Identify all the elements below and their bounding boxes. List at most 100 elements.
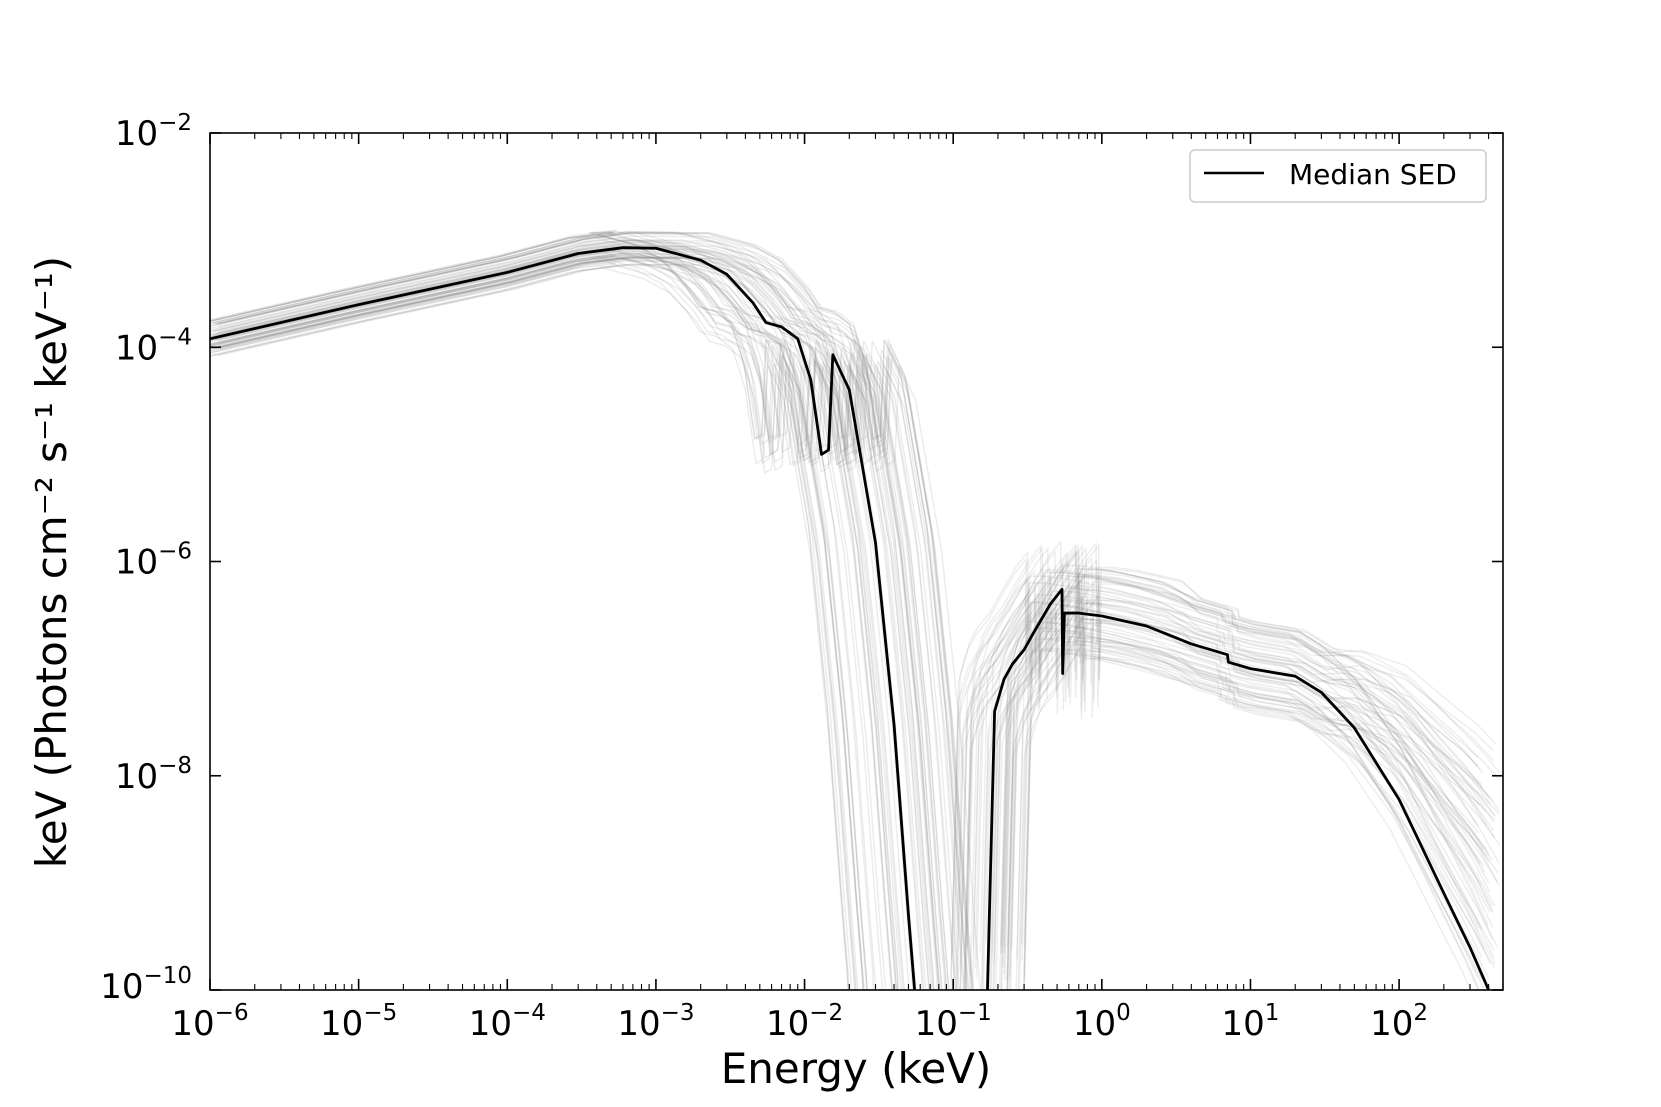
sample-sed-high-12 (1006, 544, 1496, 948)
sample-sed-low-32 (218, 248, 970, 990)
sample-sed-high-56 (1016, 556, 1499, 959)
sample-sed-high-29 (1007, 597, 1496, 990)
sample-sed-low-43 (210, 262, 868, 990)
sample-sed-high-41 (992, 601, 1491, 990)
sample-sed-low-61 (210, 231, 852, 990)
sample-sed-low-55 (213, 256, 940, 990)
sample-sed-high-9 (1023, 574, 1501, 978)
sample-sed-high-58 (972, 546, 1485, 950)
sample-sed-high-4 (1015, 597, 1498, 990)
y-tick-label-3: 10−4 (115, 324, 192, 368)
sample-sed-low-13 (212, 244, 935, 990)
x-tick-label-7: 101 (1222, 1000, 1280, 1044)
sample-sed-low-47 (210, 231, 868, 990)
x-tick-labels: 10−6 10−5 10−4 10−3 10−2 10−1 100 101 102 (171, 1000, 1428, 1044)
sample-sed-high-15 (987, 562, 1490, 966)
sample-sed-low-41 (210, 235, 864, 990)
sample-sed-high-45 (1023, 593, 1501, 990)
sample-sed-high-51 (1009, 574, 1496, 977)
x-axis-label: Energy (keV) (721, 1044, 992, 1093)
sample-sed-high-63 (950, 557, 1479, 960)
x-tick-label-2: 10−4 (469, 1000, 546, 1044)
sample-sed-high-3 (981, 611, 1488, 990)
sample-sed-low-28 (210, 255, 903, 990)
sample-sed-high-59 (959, 597, 1479, 990)
sample-sed-high-24 (956, 625, 1472, 990)
y-axis-label: keV (Photons cm⁻² s⁻¹ keV⁻¹) (27, 256, 76, 868)
sample-sed-high-39 (1006, 593, 1496, 990)
sample-sed-high-66 (993, 560, 1492, 964)
sample-sed-low-14 (218, 231, 971, 990)
sample-sed-high-27 (1000, 612, 1494, 990)
sample-sed-low-38 (211, 252, 927, 990)
x-tick-label-5: 10−1 (915, 1000, 992, 1044)
sample-sed-high-13 (963, 592, 1483, 990)
sample-sed-high-8 (964, 605, 1483, 990)
sample-sed-low-65 (210, 244, 877, 990)
sample-sed-low-69 (210, 231, 864, 990)
sample-sed-high-43 (1003, 571, 1495, 975)
y-tick-label-0: 10−10 (100, 963, 192, 1007)
sample-sed-low-8 (213, 263, 941, 990)
x-tick-label-0: 10−6 (171, 1000, 248, 1044)
sample-sed-high-49 (1008, 615, 1496, 990)
sample-sed-low-31 (212, 256, 930, 990)
sample-sed-low-18 (210, 254, 906, 990)
sample-sed-high-33 (995, 619, 1486, 990)
median-sed-line-1 (986, 587, 1490, 990)
sample-sed-low-66 (210, 236, 856, 990)
sample-sed-high-35 (985, 539, 1489, 943)
sample-sed-low-20 (214, 232, 947, 990)
sample-sed-low-48 (217, 232, 968, 990)
sample-sed-high-52 (989, 592, 1490, 990)
sample-sed-low-51 (210, 256, 850, 990)
x-tick-label-6: 100 (1073, 1000, 1131, 1044)
y-tick-label-4: 10−2 (115, 110, 192, 154)
x-tick-label-3: 10−3 (617, 1000, 694, 1044)
sample-sed-high-5 (979, 550, 1488, 953)
sample-sed-low-39 (210, 251, 893, 990)
sample-sed-low-57 (210, 232, 899, 990)
sample-sed-low-15 (210, 253, 898, 990)
y-tick-label-1: 10−8 (115, 753, 192, 797)
sample-sed-low-62 (210, 229, 875, 990)
sample-sed-high-7 (974, 565, 1486, 969)
sample-sed-high-60 (1001, 548, 1494, 952)
sample-sed-low-26 (213, 231, 938, 990)
sample-sed-low-21 (210, 255, 856, 990)
sample-sed-low-56 (217, 256, 966, 990)
sample-sed-high-69 (993, 611, 1492, 990)
sample-sed-low-68 (210, 264, 914, 990)
sample-sed-high-36 (980, 605, 1481, 990)
sample-sed-high-55 (963, 578, 1483, 982)
sample-sed-low-36 (218, 250, 974, 990)
sample-sed-high-11 (959, 587, 1482, 990)
sample-sed-high-1 (952, 550, 1479, 954)
sample-sed-high-68 (952, 576, 1480, 980)
sample-sed-low-44 (219, 257, 981, 990)
sample-sed-low-1 (210, 257, 887, 990)
sample-sed-low-63 (211, 240, 925, 990)
sample-sed-high-0 (959, 569, 1481, 972)
sample-sed-low-40 (215, 232, 956, 990)
sample-sed-low-53 (212, 257, 931, 990)
sample-sed-high-38 (966, 546, 1484, 950)
median-sed-line-0 (210, 246, 916, 990)
sample-sed-high-54 (1000, 593, 1494, 990)
sample-sed-low-12 (218, 239, 973, 990)
sample-sed-high-64 (1006, 623, 1495, 990)
sample-sed-low-49 (217, 231, 968, 990)
sample-sed-high-17 (990, 615, 1491, 990)
sample-sed-high-23 (1017, 631, 1492, 990)
sample-sed-low-37 (214, 256, 943, 990)
sample-sed-low-6 (216, 256, 957, 990)
sample-sed-low-33 (217, 241, 965, 990)
sample-sed-high-2 (1023, 543, 1501, 947)
sample-sed-high-31 (1022, 620, 1500, 990)
sample-sed-high-44 (1003, 550, 1495, 953)
sample-sed-high-50 (1009, 625, 1496, 990)
legend-label-median: Median SED (1289, 158, 1457, 191)
sample-sed-low-5 (213, 241, 941, 990)
sample-sed-low-67 (213, 238, 943, 990)
